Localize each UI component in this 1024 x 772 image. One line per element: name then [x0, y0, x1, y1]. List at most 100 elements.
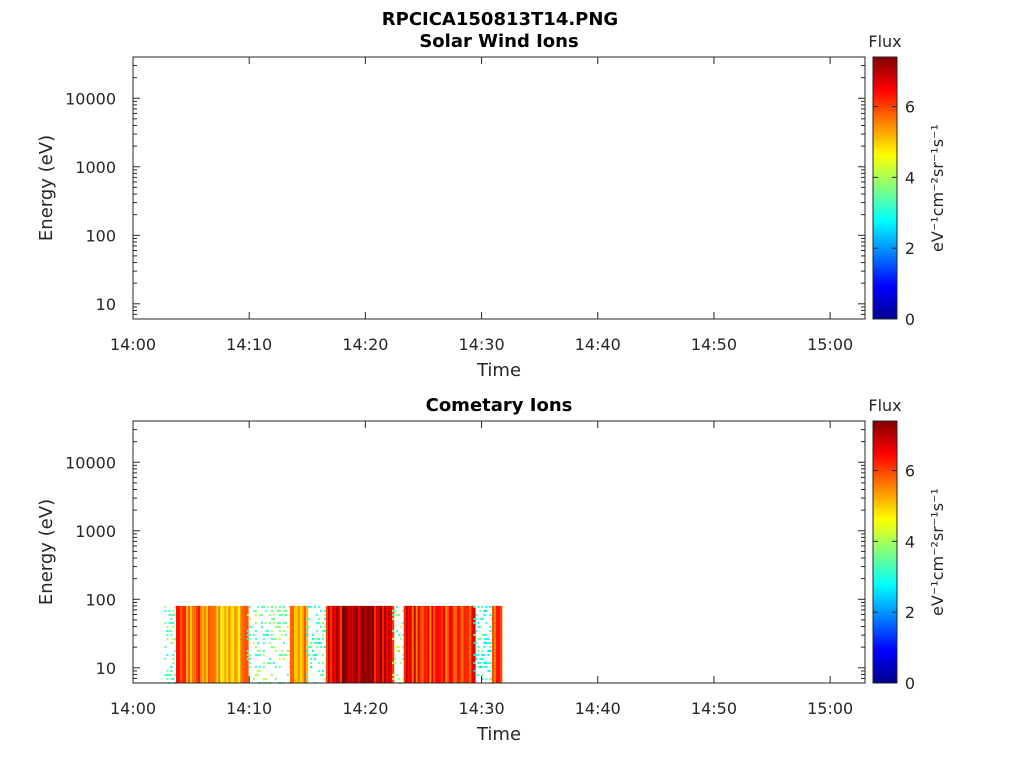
data-cell — [318, 637, 321, 640]
colorbar-tick-label: 0 — [905, 310, 915, 329]
data-cell — [306, 625, 309, 628]
data-cell — [322, 633, 325, 636]
data-cell — [477, 605, 480, 608]
data-cell — [398, 677, 401, 680]
data-column — [347, 605, 351, 683]
data-cell — [477, 665, 480, 668]
data-column — [178, 605, 181, 683]
data-cell — [485, 665, 488, 668]
data-cell — [172, 657, 175, 660]
data-cell — [487, 641, 490, 644]
x-tick-label: 14:40 — [575, 699, 621, 718]
data-cell — [489, 645, 492, 648]
x-tick-label: 14:30 — [459, 335, 505, 354]
data-cell — [246, 629, 249, 632]
data-column — [425, 605, 428, 683]
x-tick-label: 14:10 — [226, 699, 272, 718]
data-cell — [264, 677, 267, 680]
data-cell — [318, 605, 321, 608]
data-cell — [262, 665, 265, 668]
data-cell — [268, 621, 271, 624]
y-tick-label: 100 — [85, 590, 116, 609]
data-cell — [254, 629, 257, 632]
data-cell — [254, 653, 257, 656]
data-column — [305, 605, 309, 683]
data-cell — [481, 605, 484, 608]
data-column — [361, 605, 365, 683]
data-cell — [272, 637, 275, 640]
data-cell — [264, 621, 267, 624]
data-cell — [270, 629, 273, 632]
data-cell — [481, 665, 484, 668]
data-column — [373, 605, 377, 683]
data-cell — [248, 665, 251, 668]
data-cell — [308, 617, 311, 620]
data-cell — [264, 609, 267, 612]
data-cell — [475, 653, 478, 656]
data-cell — [256, 605, 259, 608]
data-cell — [254, 665, 257, 668]
data-cell — [306, 673, 309, 676]
data-cell — [479, 617, 482, 620]
data-cell — [487, 649, 490, 652]
data-cell — [316, 653, 319, 656]
data-column — [449, 605, 452, 683]
data-cell — [481, 649, 484, 652]
data-column — [226, 605, 229, 683]
data-cell — [164, 645, 167, 648]
data-cell — [278, 629, 281, 632]
y-tick-label: 100 — [85, 226, 116, 245]
data-column — [194, 605, 197, 683]
data-cell — [402, 621, 405, 624]
data-cell — [246, 637, 249, 640]
y-axis-label: Energy (eV) — [36, 135, 57, 241]
data-cell — [310, 657, 313, 660]
panel-title: Cometary Ions — [426, 395, 573, 416]
panel-cometary-ions: Cometary Ions 14:00 14:10 14:20 14:30 14:40 14… — [36, 395, 947, 745]
data-column — [301, 605, 305, 683]
data-cell — [320, 645, 323, 648]
data-cell — [286, 649, 289, 652]
data-cell — [318, 641, 321, 644]
data-column — [471, 605, 474, 683]
data-column — [238, 605, 241, 683]
x-axis-label: Time — [476, 724, 521, 745]
data-cell — [248, 637, 251, 640]
data-column — [439, 605, 442, 683]
data-cell — [282, 657, 285, 660]
data-cell — [266, 633, 269, 636]
data-column — [359, 605, 363, 683]
data-column — [492, 605, 495, 683]
data-cell — [487, 669, 490, 672]
data-cell — [260, 625, 263, 628]
data-cell — [392, 661, 395, 664]
heatmap-data — [164, 605, 503, 684]
colorbar-unit-label: eV⁻¹cm⁻²sr⁻¹s⁻¹ — [928, 488, 947, 616]
data-cell — [252, 641, 255, 644]
data-cell — [392, 609, 395, 612]
data-cell — [168, 609, 171, 612]
data-cell — [398, 633, 401, 636]
data-cell — [489, 625, 492, 628]
data-cell — [248, 605, 251, 608]
data-cell — [262, 637, 265, 640]
data-cell — [248, 657, 251, 660]
data-column — [208, 605, 211, 683]
data-cell — [402, 609, 405, 612]
data-cell — [392, 613, 395, 616]
data-cell — [170, 633, 173, 636]
data-cell — [310, 661, 313, 664]
x-axis-label: Time — [476, 360, 521, 381]
data-column — [333, 605, 337, 683]
data-column — [383, 605, 387, 683]
data-cell — [473, 641, 476, 644]
data-column — [299, 605, 303, 683]
data-column — [467, 605, 470, 683]
x-tick-label: 14:50 — [691, 335, 737, 354]
data-column — [303, 605, 307, 683]
data-cell — [262, 653, 265, 656]
data-cell — [282, 609, 285, 612]
data-column — [355, 605, 359, 683]
data-cell — [258, 669, 261, 672]
data-cell — [483, 641, 486, 644]
